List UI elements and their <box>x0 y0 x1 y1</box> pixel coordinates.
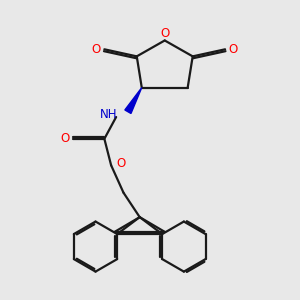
Text: NH: NH <box>100 108 117 121</box>
Text: O: O <box>160 28 169 40</box>
Text: O: O <box>92 43 101 56</box>
Text: O: O <box>60 132 69 145</box>
Polygon shape <box>125 88 142 113</box>
Text: O: O <box>229 43 238 56</box>
Text: O: O <box>116 157 125 170</box>
